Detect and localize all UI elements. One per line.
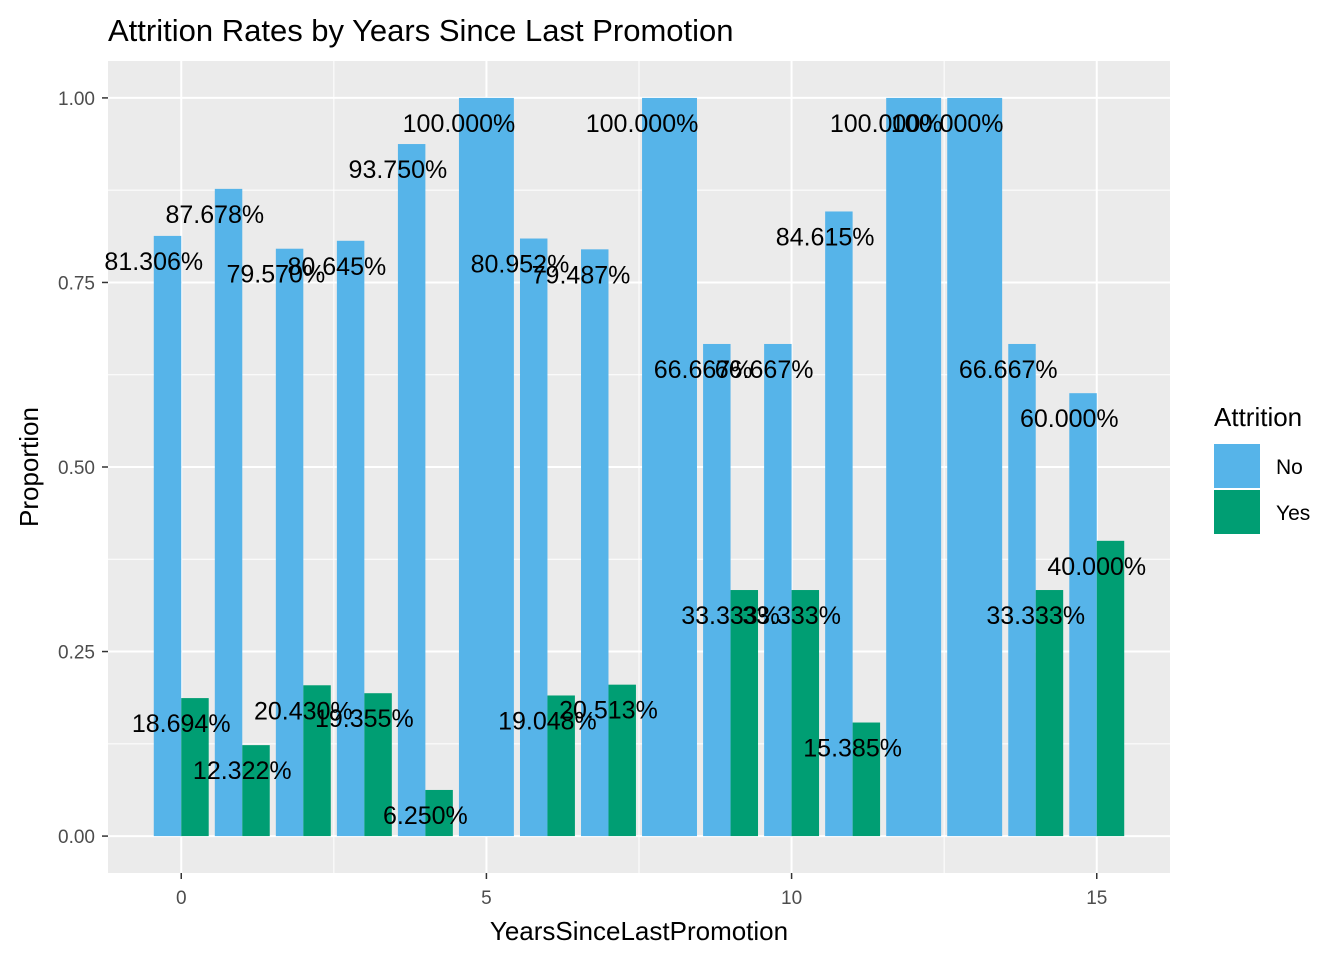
bar-yes-15: [1096, 540, 1125, 837]
bar-no-9: [703, 343, 731, 837]
bar-yes-9: [730, 590, 759, 837]
data-label-no-1: 87.678%: [165, 201, 264, 229]
bars: [153, 97, 1125, 837]
data-label-yes-2: 20.430%: [254, 697, 353, 725]
bar-yes-10: [791, 590, 820, 837]
data-label-no-7: 79.487%: [532, 261, 631, 289]
bar-no-12: [886, 97, 942, 837]
data-label-yes-6: 19.048%: [498, 707, 597, 735]
data-label-yes-9: 33.333%: [681, 602, 780, 630]
data-label-no-5: 100.000%: [403, 110, 516, 138]
bar-no-15: [1069, 393, 1097, 837]
bar-no-14: [1008, 343, 1036, 837]
x-axis-title: YearsSinceLastPromotion: [490, 916, 788, 946]
bar-no-1: [214, 188, 243, 837]
bar-no-5: [458, 97, 514, 837]
data-label-no-15: 60.000%: [1020, 405, 1119, 433]
bar-yes-3: [364, 693, 392, 837]
data-label-yes-7: 20.513%: [559, 697, 658, 725]
data-label-no-0: 81.306%: [104, 248, 203, 276]
bar-yes-11: [852, 722, 881, 837]
data-label-yes-15: 40.000%: [1047, 553, 1146, 581]
bar-no-8: [642, 97, 697, 837]
data-label-no-4: 93.750%: [349, 156, 448, 184]
bar-yes-7: [608, 684, 636, 837]
data-label-no-10: 66.667%: [715, 356, 814, 384]
bar-no-6: [519, 238, 548, 837]
data-label-yes-0: 18.694%: [132, 710, 231, 738]
bar-no-7: [581, 249, 609, 837]
bar-yes-0: [181, 698, 209, 837]
bar-yes-6: [547, 695, 575, 837]
bar-yes-1: [242, 745, 270, 837]
data-label-no-8: 100.000%: [586, 110, 699, 138]
data-label-yes-11: 15.385%: [803, 735, 902, 763]
x-tick-label: 15: [1086, 888, 1107, 909]
data-labels: 81.306% 87.678% 79.570%80.645% 93.750% 100.0…: [104, 110, 1146, 830]
data-label-yes-14: 33.333%: [986, 602, 1085, 630]
y-tick-label: 1.00: [58, 89, 95, 110]
data-label-no-2: 79.570%: [226, 261, 325, 289]
y-axis: 0.00 0.25 0.50 0.75 1.00: [58, 89, 108, 848]
x-tick-label: 10: [781, 888, 802, 909]
bar-yes-2: [303, 685, 331, 837]
data-label-no-12: 100.000%: [830, 110, 943, 138]
bar-no-3: [336, 240, 365, 837]
x-tick-label: 0: [176, 888, 187, 909]
legend-label-no: No: [1276, 456, 1303, 479]
bar-no-11: [825, 211, 853, 837]
data-label-yes-1: 12.322%: [193, 757, 292, 785]
y-tick-label: 0.25: [58, 643, 95, 664]
legend-title: Attrition: [1214, 402, 1302, 432]
data-label-no-9: 66.667%: [654, 356, 753, 384]
y-tick-label: 0.00: [58, 827, 95, 848]
data-label-no-13: 100.000%: [891, 110, 1004, 138]
data-label-no-14: 66.667%: [959, 356, 1058, 384]
y-tick-label: 0.75: [58, 273, 95, 294]
y-tick-label: 0.50: [58, 458, 95, 479]
legend-label-yes: Yes: [1276, 502, 1310, 525]
x-tick-label: 5: [481, 888, 492, 909]
x-axis: 0 5 10 15: [176, 873, 1107, 909]
data-label-yes-10: 33.333%: [742, 602, 841, 630]
bar-yes-4: [425, 789, 453, 837]
data-label-yes-3: 19.355%: [315, 705, 414, 733]
bar-no-4: [397, 144, 426, 837]
bar-no-10: [764, 343, 792, 837]
bar-yes-14: [1035, 590, 1064, 837]
legend: Attrition No Yes: [1214, 402, 1310, 534]
bar-no-13: [947, 97, 1003, 837]
bar-no-2: [275, 248, 304, 837]
data-label-no-3: 80.645%: [288, 253, 387, 281]
data-label-no-11: 84.615%: [776, 223, 875, 251]
bar-no-0: [153, 235, 182, 837]
data-label-no-6: 80.952%: [471, 251, 570, 279]
legend-key-no: [1214, 444, 1260, 488]
data-label-yes-4: 6.250%: [383, 802, 468, 830]
legend-key-yes: [1214, 490, 1260, 534]
chart-title: Attrition Rates by Years Since Last Prom…: [108, 13, 734, 48]
y-axis-title: Proportion: [14, 407, 44, 527]
